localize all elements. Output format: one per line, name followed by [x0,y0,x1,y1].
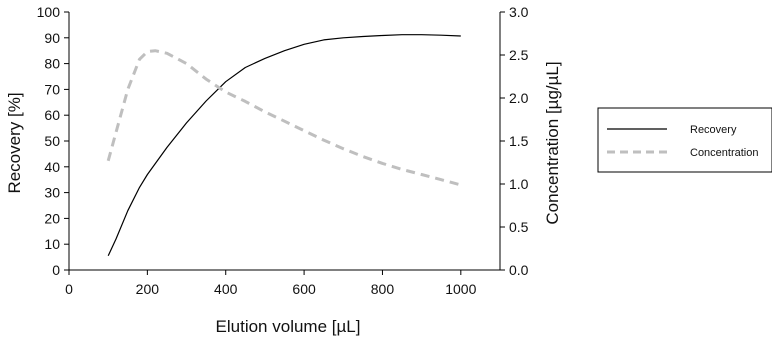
y2-axis-title: Concentration [µg/µL] [543,61,562,224]
y2-tick-label: 2.0 [509,90,529,106]
x-tick-label: 200 [136,281,160,297]
y-tick-label: 10 [44,236,60,252]
y-tick-label: 30 [44,185,60,201]
x-tick-label: 400 [214,281,238,297]
y2-tick-label: 1.5 [509,133,529,149]
axis-labels: Elution volume [µL] Recovery [%] Concent… [5,61,562,336]
y2-tick-label: 2.5 [509,47,529,63]
y-tick-label: 100 [37,4,61,20]
x-axis-title: Elution volume [µL] [216,317,361,336]
y-tick-label: 20 [44,210,60,226]
legend-label-concentration: Concentration [690,147,759,159]
legend-label-recovery: Recovery [690,124,737,136]
series-line-concentration [106,49,462,187]
y-tick-label: 60 [44,107,60,123]
x-tick-label: 1000 [445,281,476,297]
x-tick-label: 0 [65,281,73,297]
axes: 0 10 20 30 40 50 60 70 80 90 100 0.0 0.5 1.0 1.5 2.0 2.5… [37,4,529,297]
y-tick-label: 80 [44,56,60,72]
y-tick-label: 50 [44,133,60,149]
y-axis-title: Recovery [%] [5,92,24,193]
y-tick-label: 90 [44,30,60,46]
y2-tick-label: 0.0 [509,262,529,278]
y-tick-label: 0 [52,262,60,278]
y2-tick-label: 3.0 [509,4,529,20]
y2-tick-label: 1.0 [509,176,529,192]
series-line-recovery [107,34,461,257]
legend: Recovery Concentration [597,107,772,173]
y2-tick-label: 0.5 [509,219,529,235]
y-tick-label: 70 [44,81,60,97]
plot-area [106,34,462,257]
legend-box [597,107,772,173]
x-tick-label: 600 [292,281,316,297]
y-tick-label: 40 [44,159,60,175]
x-tick-label: 800 [371,281,395,297]
